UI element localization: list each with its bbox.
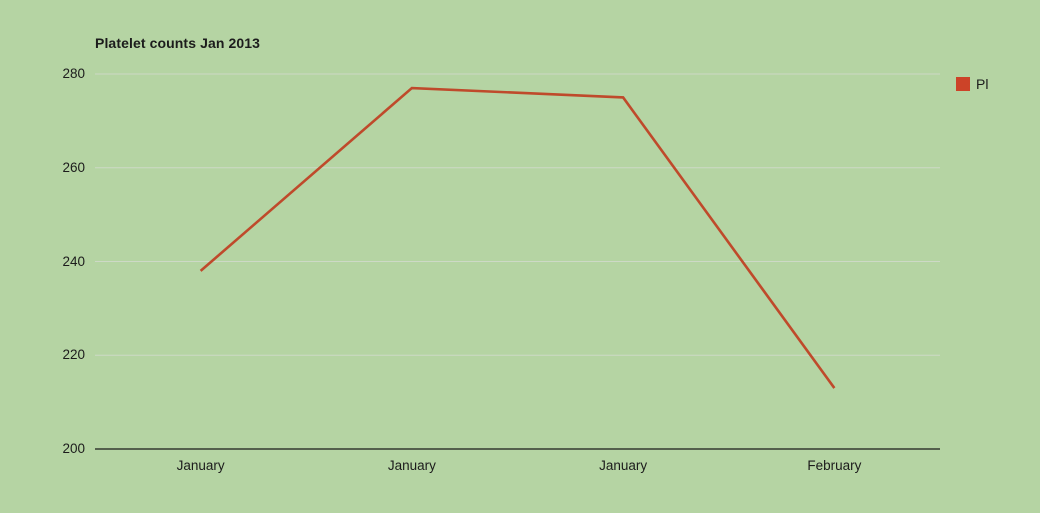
chart-title: Platelet counts Jan 2013 bbox=[95, 35, 261, 51]
y-axis-tick-label: 240 bbox=[62, 253, 85, 269]
x-axis-category-label: January bbox=[599, 458, 648, 473]
y-axis-tick-label: 280 bbox=[62, 66, 85, 81]
legend-swatch-icon bbox=[956, 77, 970, 91]
legend-label: Pl bbox=[976, 76, 989, 92]
y-axis-tick-label: 200 bbox=[62, 441, 85, 456]
x-axis-category-label: January bbox=[387, 458, 436, 473]
y-axis-tick-label: 260 bbox=[62, 159, 85, 175]
y-axis-tick-label: 220 bbox=[62, 347, 85, 363]
legend[interactable]: Pl bbox=[956, 76, 988, 92]
x-axis-category-label: February bbox=[807, 458, 862, 473]
x-axis-category-label: January bbox=[176, 458, 225, 473]
